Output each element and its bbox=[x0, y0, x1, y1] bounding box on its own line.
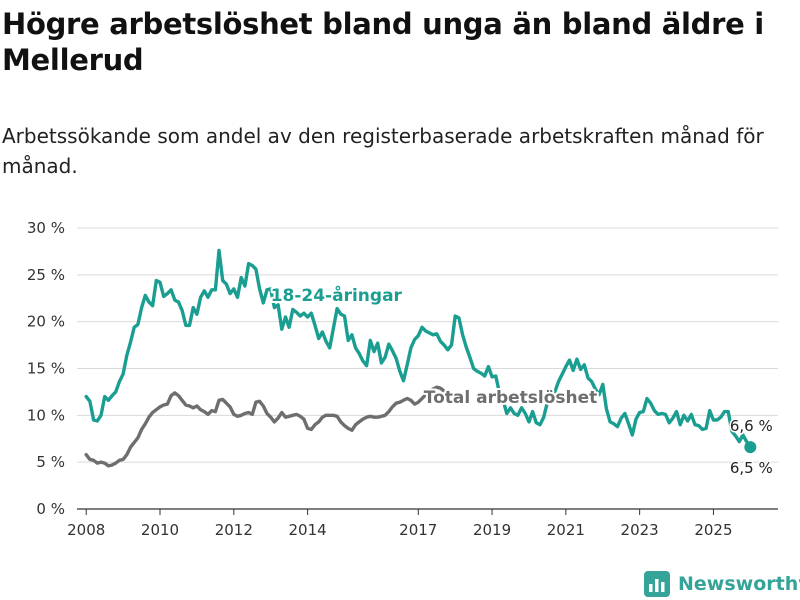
x-tick-label: 2019 bbox=[473, 521, 511, 539]
x-tick-label: 2010 bbox=[141, 521, 179, 539]
youth-series-label: 18-24-åringar bbox=[271, 284, 403, 306]
y-tick-label: 20 % bbox=[27, 313, 65, 331]
x-tick-label: 2023 bbox=[621, 521, 659, 539]
newsworthy-logo[interactable]: Newsworthy bbox=[644, 568, 800, 600]
youth-end-marker bbox=[744, 441, 757, 454]
label-layer: 18-24-åringar Total arbetslöshet 6,6 % 6,5 … bbox=[269, 282, 775, 479]
total-end-value-label: 6,5 % bbox=[730, 459, 773, 477]
x-tick-label: 2021 bbox=[547, 521, 585, 539]
y-tick-label: 15 % bbox=[27, 360, 65, 378]
logo-text: Newsworthy bbox=[678, 573, 800, 595]
x-tick-label: 2025 bbox=[694, 521, 732, 539]
x-tick-label: 2014 bbox=[288, 521, 326, 539]
grid-layer bbox=[77, 227, 778, 510]
series-layer bbox=[84, 248, 757, 468]
chart-subtitle: Arbetssökande som andel av den registerb… bbox=[2, 124, 764, 178]
y-tick-label: 10 % bbox=[27, 406, 65, 424]
chart-title: Högre arbetslöshet bland unga än bland ä… bbox=[2, 7, 764, 77]
bar-chart-logo-icon bbox=[644, 571, 670, 597]
x-tick-label: 2012 bbox=[215, 521, 253, 539]
line-chart: 0 % 5 % 10 % 15 % 20 % 25 % 30 % 2008 2010 2012 20… bbox=[27, 219, 778, 539]
youth-series-line bbox=[84, 248, 752, 449]
total-series-label: Total arbetslöshet bbox=[424, 388, 598, 408]
y-tick-label: 0 % bbox=[36, 500, 65, 518]
total-series-line bbox=[84, 385, 446, 468]
y-tick-label: 30 % bbox=[27, 219, 65, 237]
x-tick-label: 2008 bbox=[67, 521, 105, 539]
y-tick-label: 5 % bbox=[36, 453, 65, 471]
y-tick-label: 25 % bbox=[27, 266, 65, 284]
axis-layer: 0 % 5 % 10 % 15 % 20 % 25 % 30 % 2008 2010 2012 20… bbox=[27, 219, 733, 539]
youth-end-value-label: 6,6 % bbox=[730, 417, 773, 435]
x-tick-label: 2017 bbox=[399, 521, 437, 539]
